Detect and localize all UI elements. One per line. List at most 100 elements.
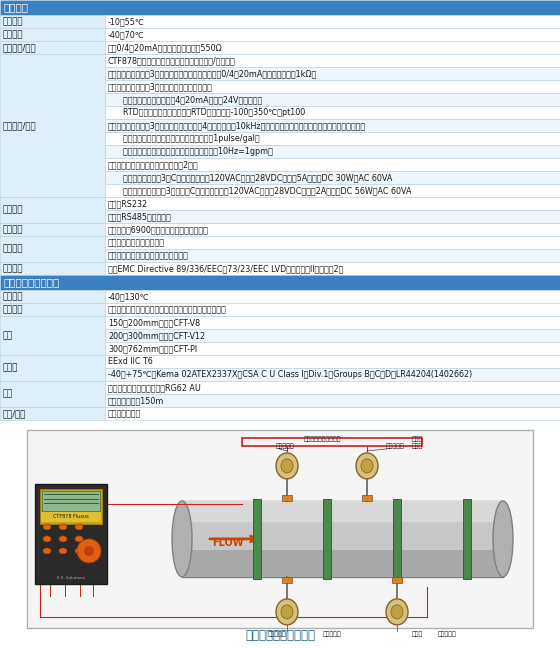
Text: 防爆区: 防爆区 [3,364,18,373]
Bar [105,197,560,210]
Bar [105,329,560,342]
Text: 内存容量：6900流量数据点（线性或循环）: 内存容量：6900流量数据点（线性或循环） [108,225,209,234]
Ellipse shape [386,599,408,625]
Bar [105,184,560,197]
Text: 互明光: 互明光 [412,436,423,441]
Text: E.S. Solutions: E.S. Solutions [57,576,85,580]
Bar [0,316,105,355]
Ellipse shape [43,548,51,554]
Ellipse shape [59,524,67,530]
Ellipse shape [172,501,192,577]
Ellipse shape [356,453,378,479]
Circle shape [84,546,94,556]
Bar [105,106,560,119]
Text: 电缆: 电缆 [3,389,13,399]
Ellipse shape [43,536,51,542]
Bar [0,236,105,262]
Text: CTF878有六个附加插槽，可配以下任何输入/输出板：: CTF878有六个附加插槽，可配以下任何输入/输出板： [108,56,236,65]
Ellipse shape [281,605,293,619]
Text: 工作温度: 工作温度 [3,17,24,26]
Bar [0,381,105,407]
Bar [105,249,560,262]
Bar [105,355,560,368]
Ellipse shape [75,524,83,530]
Bar [105,210,560,223]
Bar [105,223,560,236]
Text: 夹具材质: 夹具材质 [3,305,24,314]
Bar [105,119,560,132]
Text: 显示功能: 显示功能 [3,244,24,253]
Ellipse shape [493,501,513,577]
Bar [105,407,560,420]
Ellipse shape [75,536,83,542]
Text: 数字接口: 数字接口 [3,205,24,214]
Text: 图形界面，数字或图形格式: 图形界面，数字或图形格式 [108,238,165,247]
Text: 安装: 安装 [3,331,13,340]
Text: 模拟输出：可选多达3种附加输出板，每一个都有独立0/4～20mA输出，最大负载1kΩ。: 模拟输出：可选多达3种附加输出板，每一个都有独立0/4～20mA输出，最大负载1… [108,69,318,78]
Text: 欧洲标准: 欧洲标准 [3,264,24,273]
Text: 可根据要求提供: 可根据要求提供 [108,409,141,418]
Bar [0,262,105,275]
Text: -10～55℃: -10～55℃ [108,17,145,26]
Ellipse shape [75,548,83,554]
Bar [105,262,560,275]
Bar [0,15,105,28]
Text: 符合EMC Directive 89/336/EEC，73/23/EEC LVD（安装目录II，污染度2）: 符合EMC Directive 89/336/EEC，73/23/EEC LVD… [108,264,343,273]
Text: 上游发送器: 上游发送器 [323,632,342,638]
Text: 可选：RS485（多用户）: 可选：RS485（多用户） [108,212,172,221]
Text: 报警继电器：在下列任一种中最多选2块板: 报警继电器：在下列任一种中最多选2块板 [108,160,199,169]
Bar [105,381,560,394]
Text: 接线盒: 接线盒 [412,632,423,638]
Bar [40,489,102,524]
Bar [0,54,105,197]
Text: -40～+75℃，Kema 02ATEX2337X；CSA C U Class I，Div.1，Groups B，C，D，LR44204(1402662): -40～+75℃，Kema 02ATEX2337X；CSA C U Class … [108,370,472,379]
Bar [105,145,560,158]
Bar [105,290,560,303]
Bar [182,550,503,577]
Bar [105,41,560,54]
Bar [42,491,100,511]
Bar [105,158,560,171]
Bar [105,303,560,316]
Text: 气密封：继电器板有3个气密封C断引继电器组；120VAC，最高28VDC，最大2A，最大DC 56W，AC 60VA: 气密封：继电器板有3个气密封C断引继电器组；120VAC，最高28VDC，最大2… [108,186,412,195]
Bar [0,290,105,303]
Bar [0,407,105,420]
Ellipse shape [276,453,298,479]
Text: EExd IIC T6: EExd IIC T6 [108,357,153,366]
Bar [182,501,503,577]
Bar [105,316,560,329]
Text: 标准：两对同轴电缆，型号RG62 AU: 标准：两对同轴电缆，型号RG62 AU [108,383,201,392]
Ellipse shape [361,459,373,473]
Bar [182,501,503,522]
Bar [362,495,372,501]
Text: RTD输入板：带两个独立三线RTD输入；量程-100～350℃；pt100: RTD输入板：带两个独立三线RTD输入；量程-100～350℃；pt100 [108,108,305,117]
Text: 300～762mm管线：CFT-PI: 300～762mm管线：CFT-PI [108,344,197,353]
Text: 储存温度: 储存温度 [3,30,24,39]
Text: -40～130℃: -40～130℃ [108,292,150,301]
Bar [242,438,422,446]
Bar [0,275,560,290]
Text: 标准：RS232: 标准：RS232 [108,199,148,208]
Text: 可选输入/输出: 可选输入/输出 [3,121,36,130]
Ellipse shape [59,536,67,542]
Text: 温变/压变: 温变/压变 [3,409,26,418]
Bar [323,499,331,579]
Text: 可选：最大长度150m: 可选：最大长度150m [108,396,165,405]
Text: 数据贮存: 数据贮存 [3,225,24,234]
Bar [105,236,560,249]
Bar [392,577,402,583]
Text: 阳极化处理后的铝，或不锈钢，带钢性导轨、链条或钢带: 阳极化处理后的铝，或不锈钢，带钢性导轨、链条或钢带 [108,305,227,314]
Bar [105,342,560,355]
Text: -40～70℃: -40～70℃ [108,30,144,39]
Text: 150～200mm管线：CFT-V8: 150～200mm管线：CFT-V8 [108,318,200,327]
Bar [41,512,101,522]
Text: 可显示测量数据、存汇数据及诊断数据: 可显示测量数据、存汇数据及诊断数据 [108,251,189,260]
Bar [282,495,292,501]
Text: 带前置放大器的传信盒: 带前置放大器的传信盒 [304,436,340,441]
Text: 下游发送器: 下游发送器 [437,632,456,638]
Ellipse shape [391,605,403,619]
Bar [0,41,105,54]
Text: 传感器设置: 传感器设置 [268,632,286,638]
Text: 下游接收器: 下游接收器 [386,443,404,449]
Bar [35,484,107,584]
